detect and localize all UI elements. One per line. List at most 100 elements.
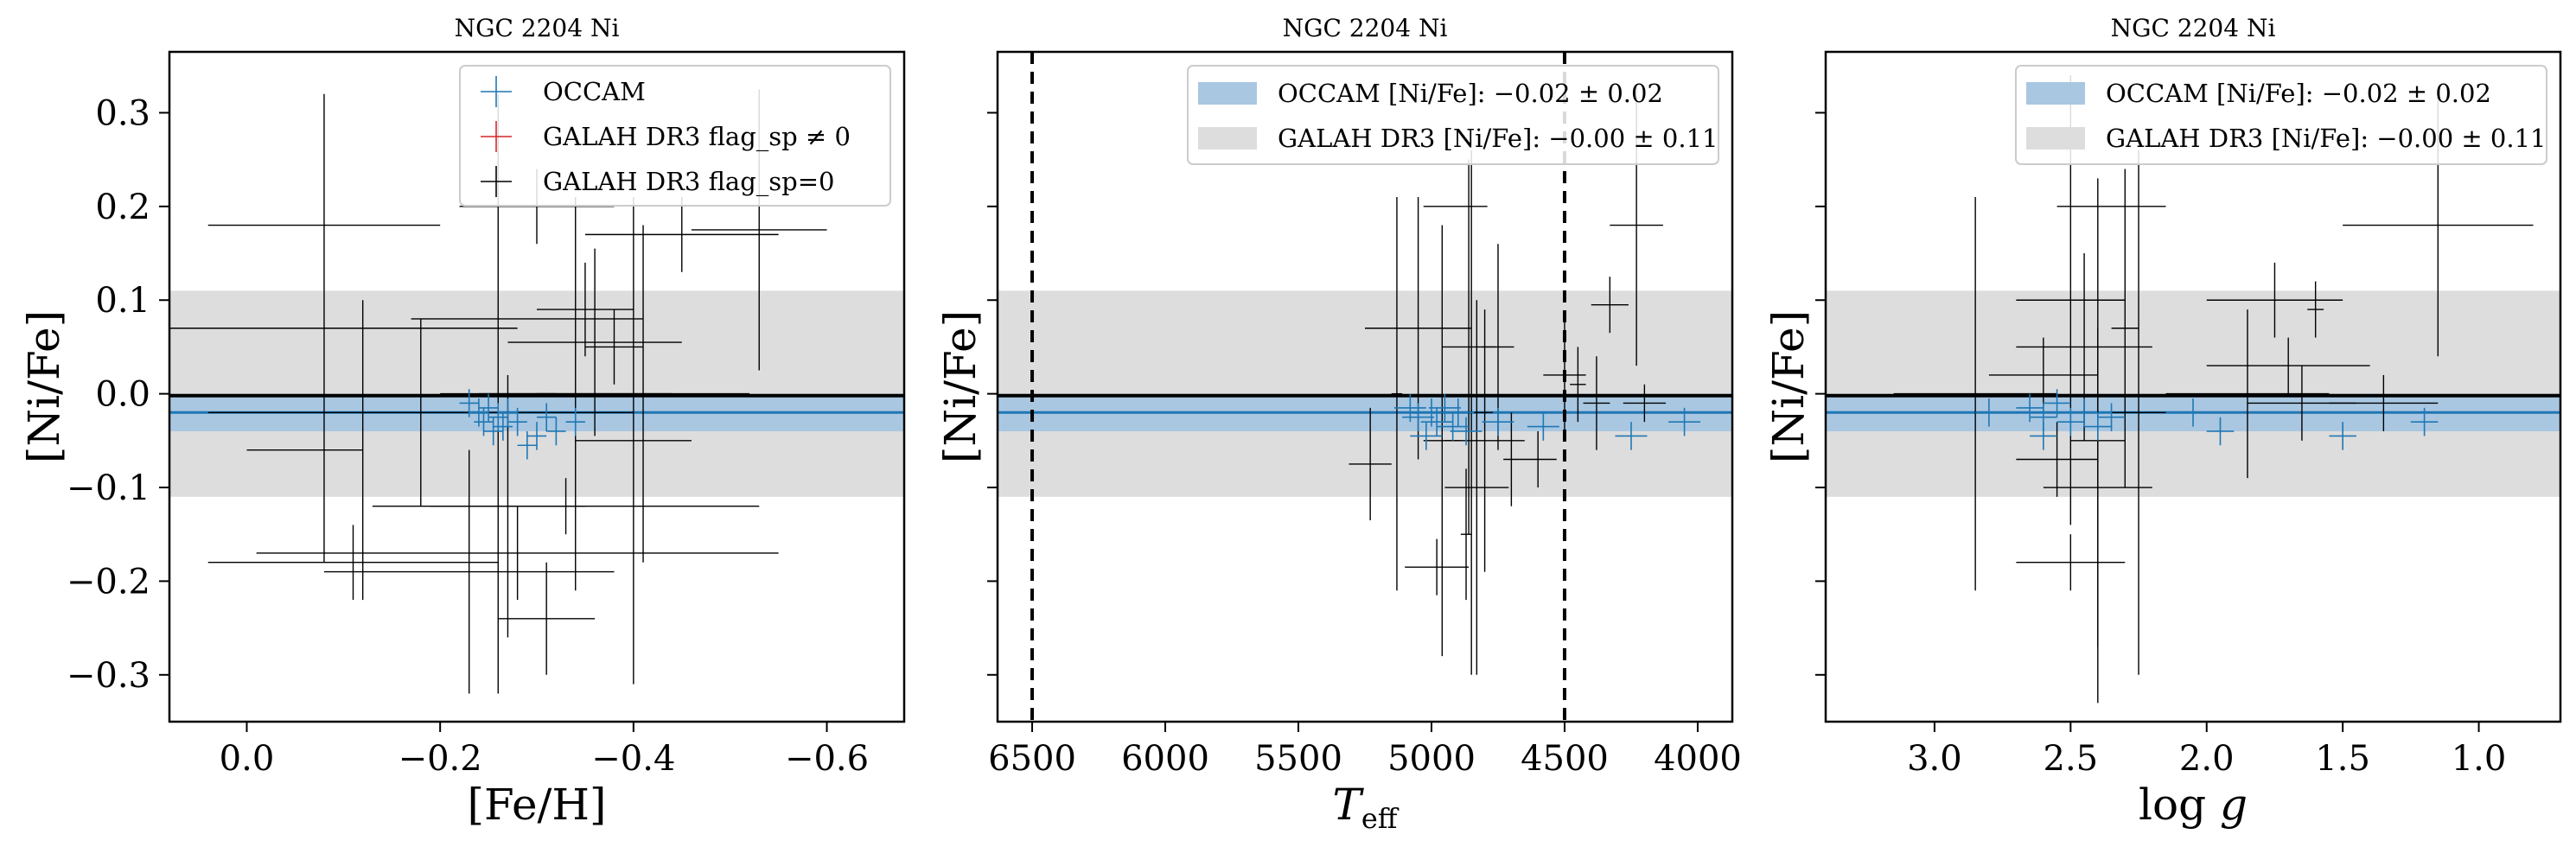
galah-point (1391, 197, 1403, 591)
legend: OCCAM [Ni/Fe]: −0.02 ± 0.02 GALAH DR3 [Ni… (2015, 65, 2547, 165)
occam-point (2329, 422, 2356, 450)
galah-point (1988, 337, 2098, 413)
galah-point (1570, 347, 1586, 423)
legend-box (1187, 65, 1719, 165)
occam-point (1437, 412, 1470, 441)
legend: OCCAM [Ni/Fe]: −0.02 ± 0.02 GALAH DR3 [Ni… (1187, 65, 1719, 165)
occam-point (2097, 403, 2126, 431)
occam-point (2179, 398, 2207, 427)
galah-point (584, 197, 779, 272)
x-tick-label: −0.2 (399, 739, 482, 779)
galah-point (1591, 277, 1629, 334)
galah-point (537, 225, 750, 563)
occam-point (1410, 422, 1443, 450)
y-tick-label: 0.2 (95, 188, 150, 227)
galah-point (207, 525, 499, 601)
axes-frame (1824, 50, 2562, 723)
y-tick-label: −0.3 (67, 656, 150, 696)
y-tick-label: 0.0 (95, 375, 150, 415)
legend-label: OCCAM [Ni/Fe]: −0.02 ± 0.02 (1278, 79, 1663, 108)
occam-point (2043, 389, 2071, 417)
legend-box (2015, 65, 2547, 165)
y-tick-label: −0.1 (67, 468, 150, 508)
occam-point (565, 407, 585, 436)
legend-swatch-galah (1198, 127, 1257, 150)
occam-point (493, 412, 513, 441)
y-tick-label: −0.2 (67, 562, 150, 602)
x-tick-label: 5000 (1387, 739, 1476, 779)
occam-point (2070, 398, 2098, 427)
occam-point (1442, 398, 1475, 427)
axes-frame (996, 50, 1734, 723)
galah-point (1519, 430, 1557, 488)
x-tick-label: −0.6 (785, 739, 869, 779)
galah-point (2016, 534, 2126, 591)
plot-area (998, 52, 1732, 722)
galah-point (575, 197, 692, 685)
y-axis-label: [Ni/Fe] (19, 310, 69, 463)
galah-point (537, 262, 634, 357)
occam-point (2206, 417, 2235, 446)
occam-point (483, 417, 503, 446)
legend-label: GALAH DR3 flag_sp=0 (543, 167, 834, 197)
x-tick-label: 6000 (1121, 739, 1209, 779)
galah-point (169, 93, 518, 563)
occam-point (546, 417, 566, 446)
x-tick-label: 1.0 (2452, 739, 2507, 779)
legend-swatch-occam (2026, 82, 2085, 105)
x-tick-label: −0.4 (591, 739, 675, 779)
galah-point (1543, 318, 1586, 431)
galah-point (498, 562, 596, 675)
x-tick-label: 1.5 (2315, 739, 2370, 779)
legend-box (459, 65, 891, 207)
galah-point (2329, 374, 2439, 431)
legend-label: OCCAM [Ni/Fe]: −0.02 ± 0.02 (2106, 79, 2491, 108)
x-tick-label: 6500 (988, 739, 1076, 779)
galah-point (1893, 197, 2057, 591)
y-tick-label: 0.1 (95, 281, 150, 321)
legend-label: GALAH DR3 flag_sp ≠ 0 (543, 122, 851, 152)
x-axis-label: Teff (1332, 780, 1399, 835)
occam-point (1975, 398, 2003, 427)
occam-point (1482, 407, 1514, 436)
legend-label: GALAH DR3 [Ni/Fe]: −0.00 ± 0.11 (1278, 124, 1718, 153)
y-axis-label: [Ni/Fe] (1763, 310, 1814, 463)
galah-point (1349, 407, 1392, 520)
legend-label: GALAH DR3 [Ni/Fe]: −0.00 ± 0.11 (2106, 124, 2546, 153)
panel-2: 6500 6000 5500 5000 4500 4000 NGC 2204 Ni Teff [… (935, 14, 1742, 835)
x-tick-label: 0.0 (220, 739, 275, 779)
axes-frame (168, 50, 906, 723)
galah-point (2016, 422, 2098, 497)
y-tick-label: 0.3 (95, 93, 150, 133)
occam-point (1450, 417, 1482, 446)
x-axis-label: log g (2139, 780, 2248, 830)
x-tick-label: 4000 (1654, 739, 1742, 779)
galah-point (2111, 150, 2166, 675)
x-tick-label: 4500 (1521, 739, 1609, 779)
galah-band (998, 290, 1732, 497)
galah-point (2043, 328, 2152, 647)
galah-point (2206, 337, 2370, 394)
galah-point (1405, 538, 1470, 595)
occam-point (507, 407, 527, 436)
plot-area (1826, 75, 2560, 704)
galah-point (256, 506, 779, 601)
legend-marker-flag-zero (481, 166, 512, 197)
galah-point (2206, 262, 2343, 338)
galah-point (1583, 356, 1610, 450)
occam-point (1615, 422, 1648, 450)
x-tick-label: 3.0 (1907, 739, 1962, 779)
galah-point (2307, 281, 2324, 338)
occam-point (1402, 403, 1435, 431)
galah-point (2111, 169, 2139, 488)
occam-point (1668, 407, 1701, 436)
panel-3: 3.0 2.5 2.0 1.5 1.0 NGC 2204 Ni log g [Ni/Fe] OC… (1763, 14, 2562, 830)
occam-point (1428, 393, 1461, 423)
chart-title: NGC 2204 Ni (455, 14, 620, 42)
chart-title: NGC 2204 Ni (1283, 14, 1448, 42)
x-axis-label: [Fe/H] (467, 780, 606, 830)
x-tick-label: 5500 (1254, 739, 1342, 779)
panel-1: 0.0 −0.2 −0.4 −0.6 −0.3 −0.2 −0.1 0.0 0.1 0.2 0.3 N… (19, 14, 906, 830)
galah-point (1460, 468, 1472, 601)
